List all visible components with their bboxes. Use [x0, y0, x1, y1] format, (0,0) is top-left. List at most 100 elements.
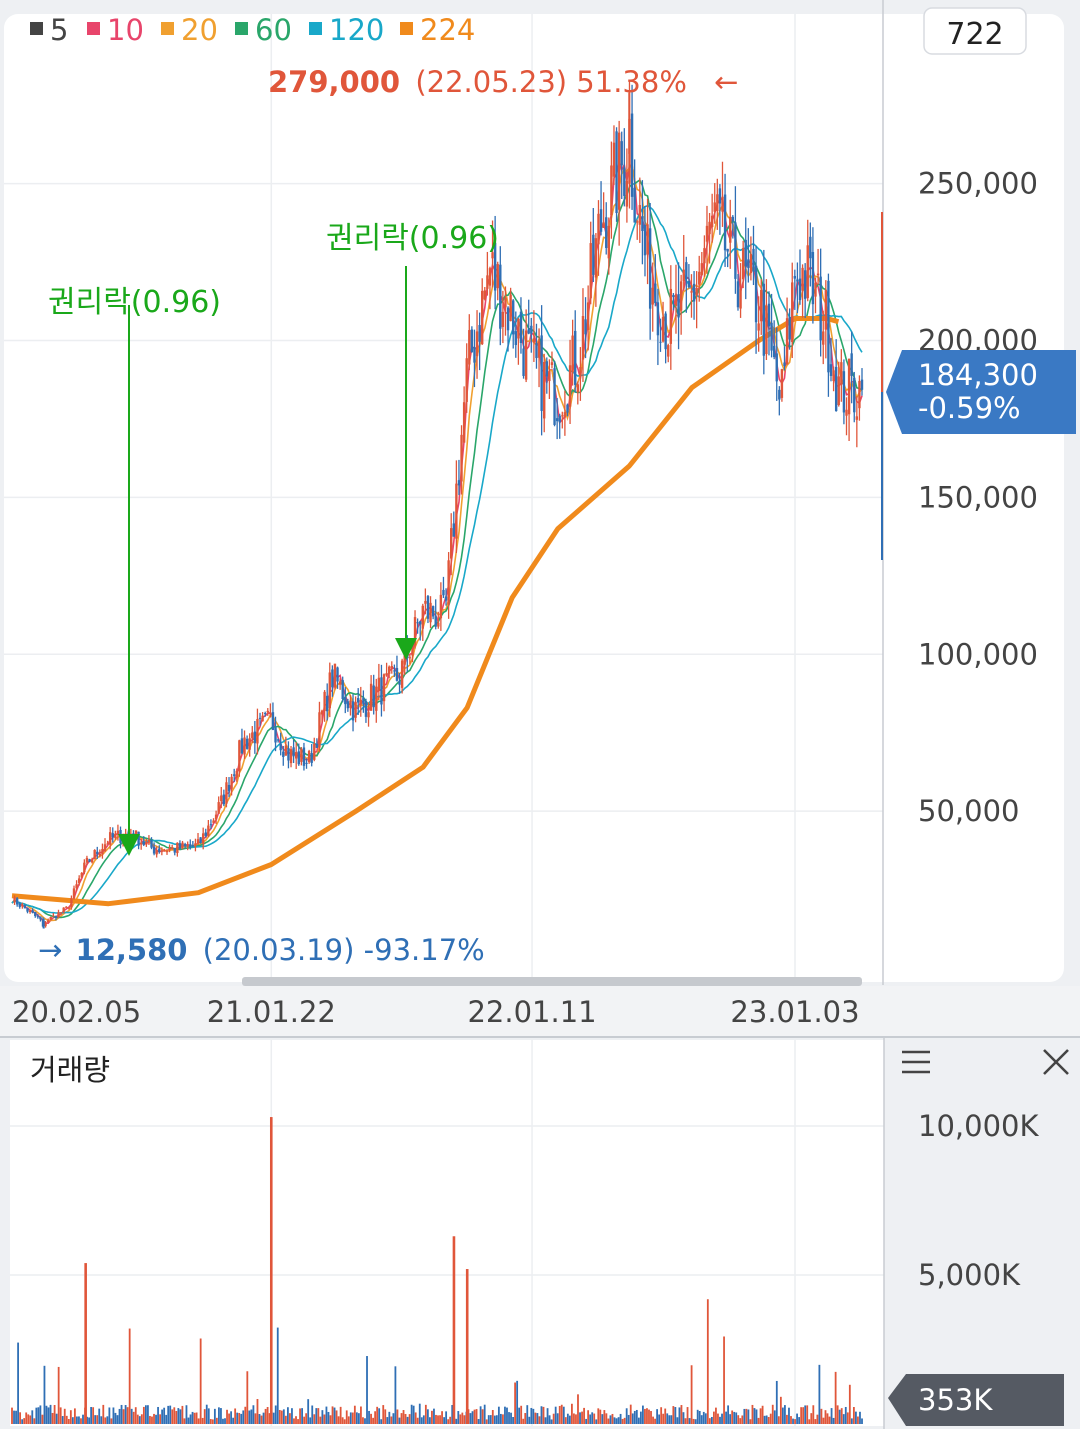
volume-bar [195, 1412, 198, 1424]
candle-body [276, 739, 280, 741]
scrollbar-track[interactable] [242, 977, 862, 986]
volume-bar [500, 1413, 502, 1424]
high-annotation: 279,000 (22.05.23) 51.38% ← [268, 65, 738, 99]
volume-bar [193, 1412, 196, 1424]
rights-arrowhead-2 [395, 638, 417, 660]
legend-label: 20 [181, 13, 218, 47]
current-price-badge[interactable] [886, 350, 1076, 434]
volume-bar [244, 1406, 247, 1424]
rights-label-2: 권리락(0.96) [326, 221, 499, 256]
volume-bar [556, 1413, 559, 1424]
volume-bar [360, 1406, 362, 1424]
volume-bar [763, 1415, 766, 1424]
volume-bar [808, 1419, 811, 1424]
volume-bar [682, 1412, 685, 1424]
count-box-value: 722 [946, 17, 1003, 52]
volume-bar [629, 1404, 632, 1424]
volume-bar [668, 1415, 671, 1424]
high-detail: (22.05.23) 51.38% [415, 65, 687, 99]
volume-bar [132, 1411, 135, 1424]
candle-body [344, 697, 347, 705]
volume-bar [504, 1406, 506, 1424]
volume-bar [187, 1417, 190, 1424]
volume-bar [481, 1409, 484, 1424]
volume-bar [169, 1405, 172, 1424]
candle-body [31, 910, 34, 913]
volume-bar [289, 1413, 291, 1424]
volume-bar [386, 1417, 389, 1424]
volume-bar [443, 1417, 446, 1424]
volume-bar [234, 1408, 237, 1424]
candle-body [75, 884, 78, 889]
candle-body [783, 362, 786, 366]
volume-bar [23, 1418, 26, 1424]
volume-bar [355, 1412, 358, 1424]
volume-bar [254, 1413, 257, 1424]
candle-body [173, 848, 176, 853]
volume-bar [733, 1411, 736, 1424]
volume-bar [475, 1409, 478, 1424]
volume-bar [615, 1418, 618, 1424]
volume-bar [248, 1410, 251, 1424]
legend: 5 10 20 60 120 224 [30, 13, 475, 47]
candle-body [271, 712, 275, 730]
candle-body [225, 782, 228, 804]
volume-bar [284, 1415, 287, 1424]
candle-body [483, 290, 486, 300]
candle-body [491, 252, 494, 259]
candle-body [778, 389, 781, 400]
volume-bar [53, 1404, 56, 1424]
close-icon[interactable] [1043, 1049, 1069, 1075]
volume-bar [727, 1405, 730, 1424]
volume-bar [702, 1411, 705, 1424]
candle-body [677, 294, 680, 318]
volume-bar [110, 1418, 113, 1424]
volume-badge[interactable] [888, 1374, 1064, 1426]
volume-bar [114, 1412, 117, 1424]
volume-bar [487, 1415, 490, 1424]
volume-bar [258, 1414, 261, 1424]
candle-body [731, 216, 735, 222]
volume-bar [78, 1416, 80, 1424]
volume-bar [278, 1409, 281, 1424]
hamburger-icon[interactable] [902, 1050, 930, 1074]
candle-body [199, 837, 202, 844]
candle-body [28, 910, 32, 913]
volume-bar [333, 1407, 336, 1424]
candle-body [829, 364, 833, 377]
volume-bar [666, 1413, 669, 1424]
candle-body [512, 300, 515, 335]
volume-bar [63, 1408, 66, 1424]
candle-body [785, 318, 789, 365]
candle-body [695, 287, 698, 296]
volume-bar [112, 1407, 115, 1424]
candle-body [367, 712, 370, 718]
volume-bar [161, 1409, 164, 1424]
volume-bar [61, 1416, 64, 1424]
volume-bar [491, 1409, 494, 1424]
volume-bar [514, 1382, 517, 1424]
volume-bar [672, 1406, 675, 1424]
candle-body [734, 222, 737, 279]
candle-series[interactable] [13, 80, 864, 929]
candle-body [664, 313, 667, 350]
volume-bar [94, 1415, 97, 1424]
candle-body [656, 302, 660, 336]
x-tick-label: 23.01.03 [730, 995, 859, 1029]
candle-body [227, 784, 231, 792]
volume-bar [652, 1416, 654, 1424]
count-box[interactable] [923, 7, 1027, 55]
candle-body [506, 307, 510, 331]
candle-body [59, 912, 63, 914]
volume-bar [199, 1338, 202, 1424]
candle-body [718, 188, 722, 204]
candle-body [672, 294, 675, 298]
volume-bars[interactable] [11, 1117, 863, 1424]
candle-body [481, 290, 484, 345]
candle-body [39, 916, 42, 920]
volume-bar [605, 1413, 608, 1424]
candle-body [563, 412, 567, 418]
candle-body [824, 290, 828, 330]
candle-body [550, 362, 554, 365]
